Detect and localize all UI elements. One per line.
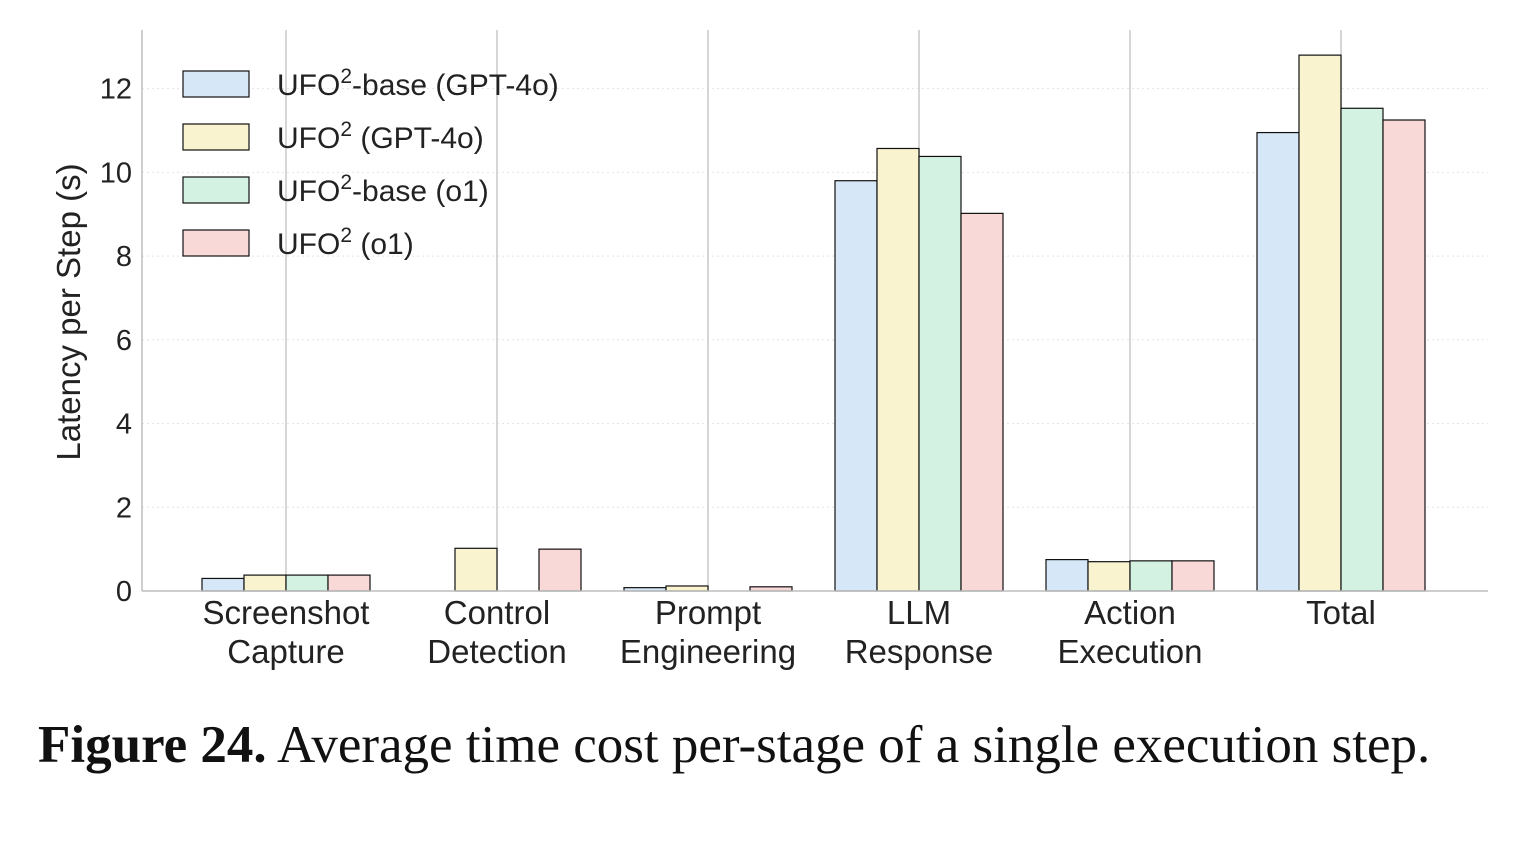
legend: UFO2-base (GPT-4o) UFO2 (GPT-4o) UFO2-base… (182, 65, 559, 261)
bar (1340, 107, 1384, 592)
legend-label: UFO2 (GPT-4o) (277, 118, 484, 155)
y-tick-label: 0 (116, 576, 132, 608)
bar (1129, 560, 1173, 592)
y-tick-label: 2 (116, 492, 132, 524)
legend-swatch (182, 229, 250, 257)
bar (1087, 561, 1131, 592)
legend-swatch (182, 123, 250, 151)
bar (454, 547, 498, 592)
x-tick-label: Total (1306, 594, 1376, 631)
bar (834, 180, 878, 592)
bar (665, 585, 709, 592)
caption-text: Average time cost per-stage of a single … (277, 716, 1431, 774)
x-tick-label: Screenshot (203, 594, 370, 631)
x-tick-label: Capture (227, 633, 344, 670)
bar (201, 577, 245, 592)
x-tick-label: Response (845, 633, 994, 670)
bar (327, 574, 371, 592)
y-tick-label: 6 (116, 325, 132, 357)
bar (243, 574, 287, 592)
x-tick-label: Control (444, 594, 550, 631)
bars-layer (201, 54, 1426, 592)
bar (538, 548, 582, 592)
legend-label: UFO2-base (o1) (277, 171, 489, 208)
x-tick-label: Prompt (655, 594, 761, 631)
bar (1171, 560, 1215, 592)
y-tick-label: 12 (100, 74, 132, 106)
y-axis-label: Latency per Step (s) (50, 163, 87, 460)
caption-label: Figure 24. (38, 716, 267, 774)
bar (960, 212, 1004, 592)
legend-label: UFO2-base (GPT-4o) (277, 65, 559, 102)
x-tick-label: LLM (887, 594, 951, 631)
bar (1045, 559, 1089, 592)
y-tick-label: 8 (116, 241, 132, 273)
bar (918, 155, 962, 592)
legend-label: UFO2 (o1) (277, 224, 414, 261)
bar (1382, 119, 1426, 592)
bar (285, 574, 329, 592)
x-tick-label: Detection (427, 633, 566, 670)
legend-swatch (182, 70, 250, 98)
y-tick-label: 10 (100, 157, 132, 189)
bar (1256, 131, 1300, 592)
x-tick-label: Engineering (620, 633, 796, 670)
x-tick-label: Action (1084, 594, 1176, 631)
figure-caption: Figure 24. Average time cost per-stage o… (38, 712, 1508, 778)
x-tick-label: Execution (1058, 633, 1203, 670)
bar (876, 147, 920, 592)
bar (1298, 54, 1342, 592)
y-tick-label: 4 (116, 409, 132, 441)
legend-swatch (182, 176, 250, 204)
